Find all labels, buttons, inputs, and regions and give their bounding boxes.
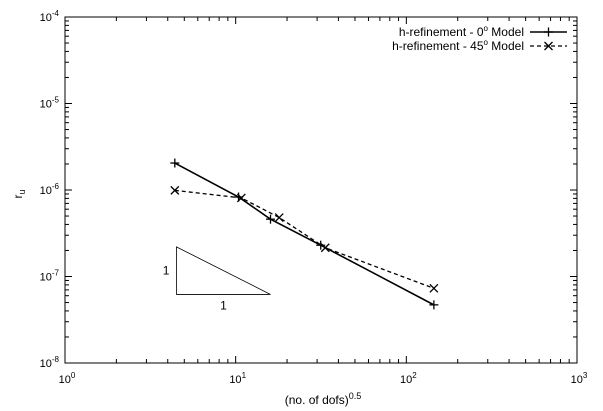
x-tick-label: 103 <box>571 371 588 386</box>
legend-marker-sample <box>544 41 553 51</box>
slope-triangle <box>176 246 271 295</box>
data-point <box>429 300 439 310</box>
y-tick-label: 10-5 <box>40 96 60 111</box>
plot-frame-group <box>64 16 578 364</box>
series-line <box>174 162 435 306</box>
axis-ticks-group: 100 101 102 103 10-8 10-7 10-6 10-5 10-4 <box>40 9 588 386</box>
x-tick-label: 100 <box>59 371 76 386</box>
x-tick-label: 102 <box>400 371 417 386</box>
data-point <box>320 243 330 253</box>
x-axis-label: (no. of dofs)0.5 <box>285 391 362 407</box>
data-point <box>170 158 180 168</box>
axis-labels-group: (no. of dofs)0.5 ru <box>11 189 361 407</box>
y-tick-label: 10-7 <box>40 269 60 284</box>
slope-triangle-group: 11 <box>163 246 271 312</box>
slope-triangle-horizontal-label: 1 <box>220 298 227 312</box>
y-tick-label: 10-6 <box>40 182 60 197</box>
data-point <box>236 193 246 203</box>
y-tick-label: 10-4 <box>40 9 60 24</box>
data-point <box>274 213 284 223</box>
data-point <box>429 283 439 293</box>
slope-triangle-vertical-label: 1 <box>163 264 170 278</box>
plot-border <box>64 16 578 364</box>
x-tick-label: 101 <box>229 371 246 386</box>
legend-entry-label: h-refinement - 45o Model <box>392 38 524 53</box>
data-point <box>316 240 326 250</box>
series-group <box>170 158 439 310</box>
data-point <box>170 185 180 195</box>
legend-entry-label: h-refinement - 0o Model <box>399 24 524 39</box>
series-2 <box>170 185 439 293</box>
data-point <box>266 214 276 224</box>
y-axis-label: ru <box>11 189 27 198</box>
legend-marker-sample <box>544 27 553 37</box>
series-1 <box>170 158 439 310</box>
series-line <box>174 189 435 289</box>
y-tick-label: 10-8 <box>40 355 60 370</box>
